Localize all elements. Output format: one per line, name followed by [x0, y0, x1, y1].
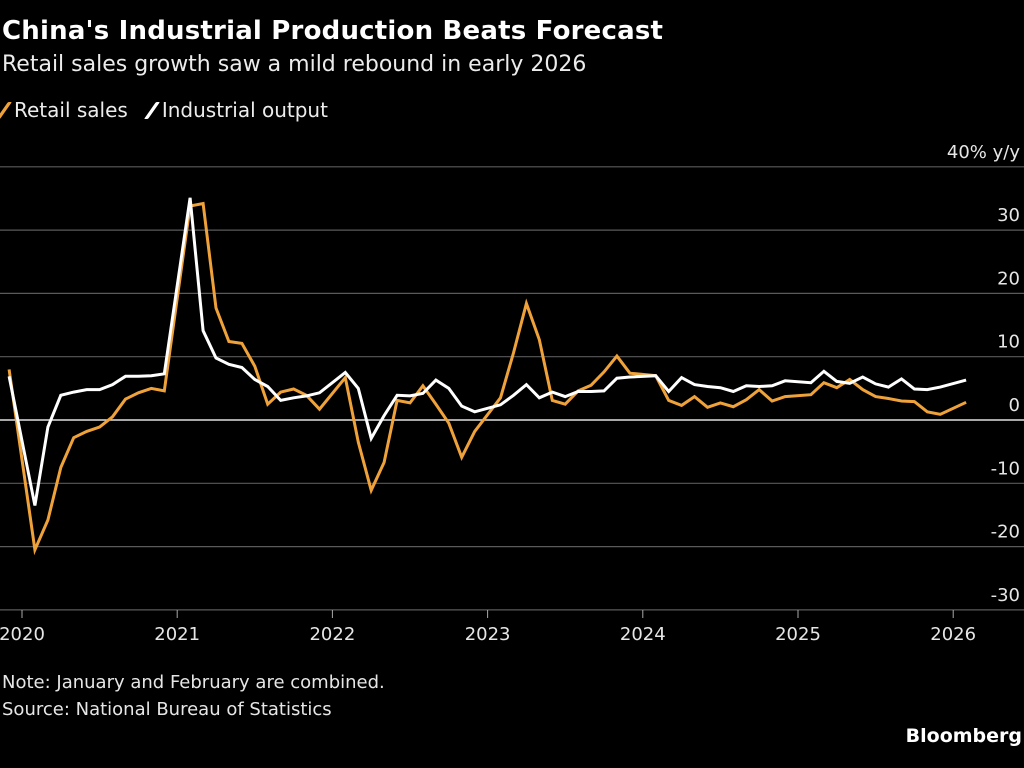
series-line-retail-sales — [7, 201, 967, 556]
legend-label-retail-sales: Retail sales — [14, 98, 128, 122]
bloomberg-logo: Bloomberg — [905, 725, 1022, 747]
x-tick-label: 2026 — [930, 624, 976, 645]
y-tick-label: -20 — [991, 522, 1020, 543]
x-tick-label: 2021 — [154, 624, 200, 645]
chart-note: Note: January and February are combined. — [2, 672, 385, 693]
y-tick-label: 10 — [997, 332, 1020, 353]
y-tick-label: 20 — [997, 268, 1020, 289]
series-line-industrial-output — [7, 197, 967, 506]
chart-subtitle: Retail sales growth saw a mild rebound i… — [2, 52, 587, 77]
x-tick-label: 2024 — [620, 624, 666, 645]
y-tick-label: 30 — [997, 205, 1020, 226]
line-chart: 40% y/y 30 20 10 0 -10 -20 -30 2020 2021 2022 2023 2… — [0, 142, 1024, 645]
y-tick-label: 40% y/y — [947, 142, 1020, 163]
legend: Retail sales Industrial output — [0, 98, 328, 122]
x-tick-label: 2023 — [465, 624, 511, 645]
chart-source: Source: National Bureau of Statistics — [2, 699, 332, 720]
legend-item-retail-sales: Retail sales — [0, 98, 128, 122]
y-tick-label: 0 — [1009, 395, 1020, 416]
legend-label-industrial-output: Industrial output — [161, 98, 328, 122]
legend-item-industrial-output: Industrial output — [143, 98, 328, 122]
y-tick-label: -10 — [991, 458, 1020, 479]
x-tick-label: 2020 — [0, 624, 45, 645]
y-tick-label: -30 — [991, 585, 1020, 606]
x-tick-label: 2022 — [309, 624, 355, 645]
x-tick-label: 2025 — [775, 624, 821, 645]
chart-title: China's Industrial Production Beats Fore… — [2, 16, 664, 46]
